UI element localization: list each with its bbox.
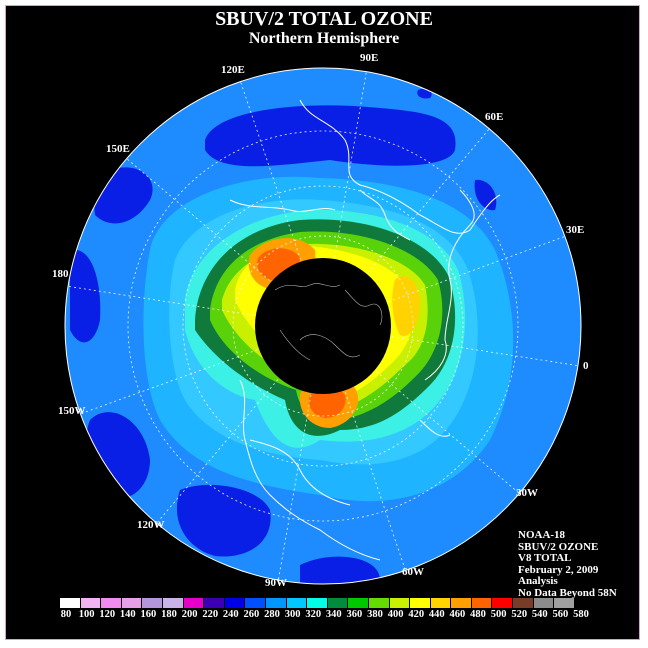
colorbar-tick-label: 360 bbox=[346, 609, 363, 620]
colorbar-tick-label: 460 bbox=[449, 609, 466, 620]
colorbar-swatch bbox=[204, 598, 225, 608]
colorbar-tick-label: 80 bbox=[60, 609, 72, 620]
no-data-polar-cap bbox=[255, 258, 391, 394]
colorbar-tick-label: 380 bbox=[367, 609, 383, 620]
colorbar-swatch bbox=[368, 598, 390, 608]
coastlines bbox=[229, 99, 501, 561]
longitude-label-30w: 30W bbox=[516, 487, 538, 499]
colorbar-tick-label: 280 bbox=[264, 609, 280, 620]
info-satellite: NOAA-18 bbox=[518, 529, 566, 541]
colorbar-tick-label: 340 bbox=[325, 609, 342, 620]
colorbar-swatch bbox=[513, 598, 534, 608]
colorbar-swatch bbox=[389, 598, 411, 608]
colorbar bbox=[60, 598, 575, 608]
colorbar-tick-label: 440 bbox=[428, 609, 445, 620]
colorbar-swatch bbox=[451, 598, 472, 608]
colorbar-tick-label: 240 bbox=[222, 609, 239, 620]
colorbar-tick-label: 400 bbox=[387, 609, 404, 620]
colorbar-tick-label: 160 bbox=[140, 609, 157, 620]
colorbar-swatch bbox=[245, 598, 266, 608]
longitude-label-120w: 120W bbox=[137, 519, 165, 531]
ozone-low-patch-top bbox=[205, 105, 456, 167]
longitude-label-150w: 150W bbox=[58, 405, 86, 417]
colorbar-swatch bbox=[471, 598, 493, 608]
polar-cap-coastlines bbox=[274, 283, 383, 361]
longitude-label-60e: 60E bbox=[485, 111, 504, 123]
colorbar-swatch bbox=[224, 598, 246, 608]
colorbar-swatch bbox=[286, 598, 308, 608]
colorbar-swatch bbox=[430, 598, 452, 608]
longitude-label-180: 180 bbox=[52, 268, 69, 280]
colorbar-tick-label: 120 bbox=[99, 609, 116, 620]
colorbar-swatch bbox=[265, 598, 287, 608]
colorbar-swatch bbox=[410, 598, 431, 608]
colorbar-swatch bbox=[80, 598, 102, 608]
colorbar-swatch bbox=[162, 598, 184, 608]
ozone-low-patch-far-left bbox=[70, 249, 101, 343]
info-type: Analysis bbox=[518, 575, 558, 587]
map-title: SBUV/2 TOTAL OZONE bbox=[215, 8, 433, 30]
colorbar-swatch bbox=[533, 598, 555, 608]
colorbar-tick-label: 560 bbox=[552, 609, 569, 620]
longitude-label-150e: 150E bbox=[106, 143, 130, 155]
info-version: V8 TOTAL bbox=[518, 552, 572, 564]
longitude-label-90e: 90E bbox=[360, 52, 379, 64]
info-date: February 2, 2009 bbox=[518, 563, 599, 576]
colorbar-tick-label: 100 bbox=[78, 609, 95, 620]
colorbar-tick-label: 260 bbox=[243, 609, 260, 620]
colorbar-swatch bbox=[348, 598, 369, 608]
colorbar-ticks: 80 100 120 140 160 180 200 220 240 260 280 300 320 34… bbox=[0, 609, 648, 623]
map-subtitle: Northern Hemisphere bbox=[248, 30, 400, 47]
colorbar-swatch bbox=[183, 598, 205, 608]
colorbar-swatch bbox=[101, 598, 122, 608]
ozone-low-patch-bottom bbox=[176, 484, 271, 557]
colorbar-tick-label: 420 bbox=[408, 609, 425, 620]
longitude-label-120e: 120E bbox=[221, 64, 245, 76]
colorbar-swatch bbox=[142, 598, 163, 608]
colorbar-swatch bbox=[327, 598, 349, 608]
colorbar-tick-label: 520 bbox=[511, 609, 528, 620]
longitude-label-30e: 30E bbox=[566, 224, 585, 236]
colorbar-tick-label: 200 bbox=[181, 609, 198, 620]
longitude-label-60w: 60W bbox=[402, 566, 424, 578]
map-boundary bbox=[64, 67, 582, 585]
colorbar-tick-label: 220 bbox=[202, 609, 219, 620]
colorbar-tick-label: 480 bbox=[470, 609, 486, 620]
colorbar-swatch bbox=[60, 598, 81, 608]
longitude-label-0: 0 bbox=[583, 360, 589, 372]
colorbar-tick-label: 180 bbox=[161, 609, 177, 620]
colorbar-swatch bbox=[492, 598, 514, 608]
ozone-low-patch-ne bbox=[417, 88, 432, 99]
info-nodata-note: No Data Beyond 58N bbox=[518, 586, 617, 599]
graticule bbox=[65, 68, 581, 583]
info-product: SBUV/2 OZONE bbox=[518, 540, 599, 553]
colorbar-tick-label: 320 bbox=[305, 609, 322, 620]
colorbar-swatch bbox=[121, 598, 143, 608]
colorbar-tick-label: 500 bbox=[490, 609, 507, 620]
info-block: NOAA-18 SBUV/2 OZONE V8 TOTAL February 2… bbox=[518, 529, 617, 599]
colorbar-tick-label: 140 bbox=[119, 609, 136, 620]
longitude-label-90w: 90W bbox=[265, 577, 287, 589]
colorbar-tick-label: 580 bbox=[573, 609, 589, 620]
colorbar-swatch bbox=[307, 598, 328, 608]
colorbar-swatch bbox=[554, 598, 575, 608]
ozone-hotspot-south-core bbox=[308, 387, 346, 418]
ozone-hotspot-east bbox=[392, 276, 420, 336]
colorbar-tick-label: 300 bbox=[284, 609, 301, 620]
colorbar-tick-label: 540 bbox=[531, 609, 548, 620]
